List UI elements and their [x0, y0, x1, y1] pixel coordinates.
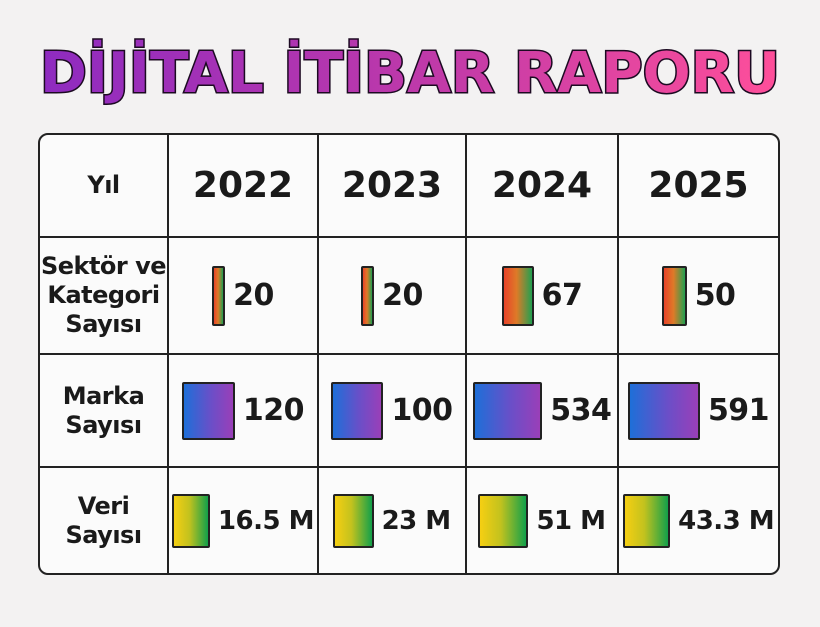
data-cell-2022: 16.5 M	[169, 468, 319, 573]
sector-cell-2024: 67	[467, 238, 619, 355]
row-label: Sektör ve Kategori Sayısı	[40, 252, 167, 338]
year-header-2022: 2022	[169, 135, 319, 238]
row-label-brand: Marka Sayısı	[40, 355, 169, 468]
sector-cell-2023: 20	[319, 238, 467, 355]
brand-bar	[472, 381, 543, 440]
sector-value: 20	[382, 278, 423, 313]
year-label: 2023	[341, 165, 443, 206]
year-label: 2022	[192, 165, 294, 206]
year-label: 2024	[491, 165, 593, 206]
year-header-2023: 2023	[319, 135, 467, 238]
row-label-data: Veri Sayısı	[40, 468, 169, 573]
sector-bar	[361, 265, 375, 326]
data-value: 43.3 M	[678, 505, 775, 536]
sector-value: 20	[233, 278, 274, 313]
report-table: Yıl 2022 2023 2024 2025 Sektör ve Katego…	[38, 133, 780, 575]
data-bar	[171, 493, 210, 548]
data-bar	[622, 493, 671, 548]
row-label: Marka Sayısı	[62, 381, 145, 439]
brand-bar	[627, 381, 700, 440]
brand-value: 120	[242, 393, 305, 428]
brand-cell-2022: 120	[169, 355, 319, 468]
page-title-graphic: DİJİTAL İTİBAR RAPORU	[39, 40, 782, 108]
data-cell-2025: 43.3 M	[619, 468, 778, 573]
sector-bar	[501, 265, 534, 326]
data-value: 16.5 M	[217, 505, 315, 536]
sector-bar	[212, 265, 226, 326]
year-label: 2025	[648, 165, 749, 206]
brand-cell-2023: 100	[319, 355, 467, 468]
brand-cell-2025: 591	[619, 355, 778, 468]
year-header-2024: 2024	[467, 135, 619, 238]
year-header-2025: 2025	[619, 135, 778, 238]
sector-value: 67	[541, 278, 583, 313]
header-label-cell: Yıl	[40, 135, 169, 238]
brand-value: 534	[550, 393, 612, 428]
brand-bar	[182, 381, 235, 440]
brand-bar	[331, 381, 384, 440]
data-value: 51 M	[536, 505, 606, 536]
data-bar	[478, 493, 529, 548]
sector-value: 50	[694, 278, 736, 313]
data-value: 23 M	[381, 505, 452, 536]
sector-cell-2025: 50	[619, 238, 778, 355]
data-cell-2023: 23 M	[319, 468, 467, 573]
brand-value: 100	[391, 393, 453, 428]
row-label: Veri Sayısı	[65, 491, 142, 549]
data-bar	[333, 493, 374, 548]
data-cell-2024: 51 M	[467, 468, 619, 573]
sector-cell-2022: 20	[169, 238, 319, 355]
header-label: Yıl	[87, 171, 120, 200]
brand-cell-2024: 534	[467, 355, 619, 468]
page-title: DİJİTAL İTİBAR RAPORU	[40, 41, 780, 106]
sector-bar	[661, 265, 687, 326]
brand-value: 591	[707, 393, 770, 428]
row-label-sector: Sektör ve Kategori Sayısı	[40, 238, 169, 355]
